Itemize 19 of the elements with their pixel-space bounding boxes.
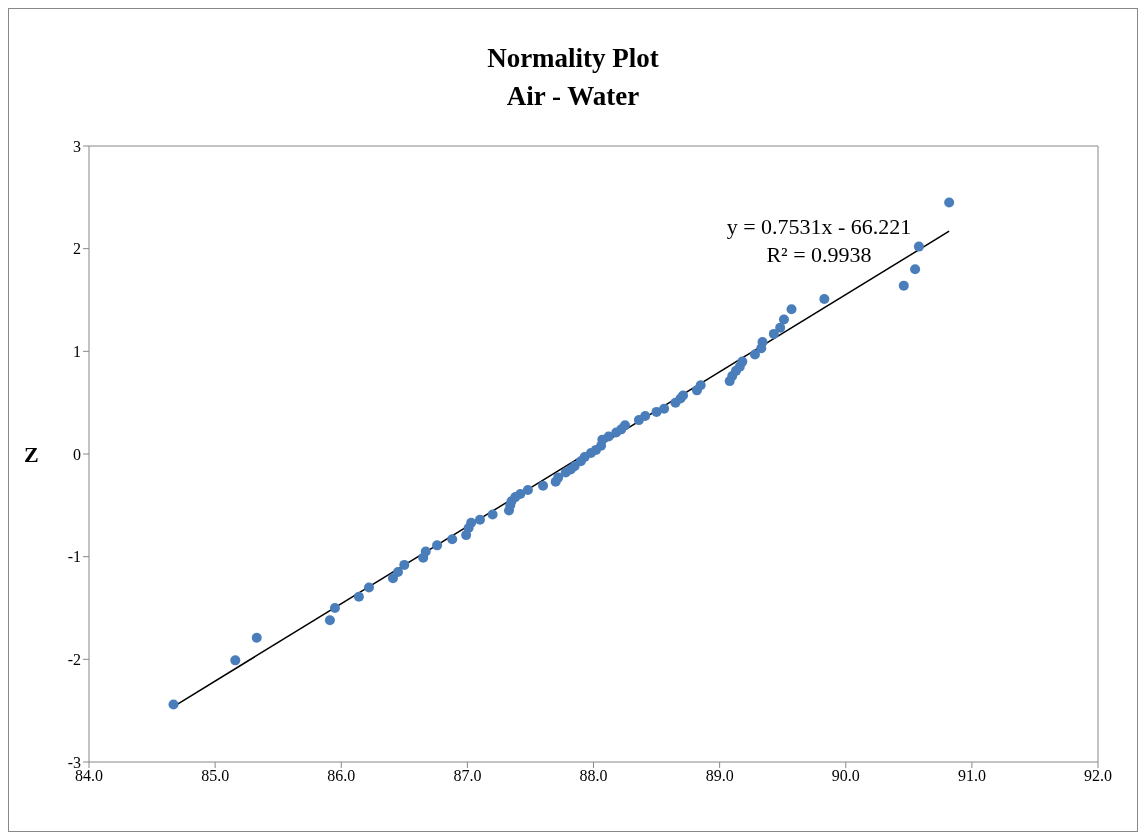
x-tick-label: 86.0 [327, 767, 356, 785]
y-tick-label: 3 [73, 137, 81, 155]
x-tick-label: 90.0 [831, 767, 860, 785]
y-tick-label: 0 [73, 445, 81, 463]
x-tick-label: 87.0 [453, 767, 482, 785]
annotation: y = 0.7531x - 66.221 [725, 213, 913, 241]
chart-title: Normality Plot [486, 42, 660, 75]
y-tick-label: -2 [67, 651, 81, 669]
y-tick-label: -1 [67, 548, 81, 566]
x-tick-label: 88.0 [579, 767, 608, 785]
annotation: R² = 0.9938 [765, 241, 873, 269]
x-tick-label: 92.0 [1084, 767, 1112, 785]
x-tick-label: 89.0 [705, 767, 734, 785]
y-tick-label: 2 [73, 240, 81, 258]
x-tick-label: 85.0 [201, 767, 230, 785]
y-axis-title: Z [24, 441, 39, 467]
y-tick-label: 1 [73, 343, 81, 361]
chart-subtitle: Air - Water [505, 80, 641, 113]
x-tick-label: 91.0 [957, 767, 986, 785]
